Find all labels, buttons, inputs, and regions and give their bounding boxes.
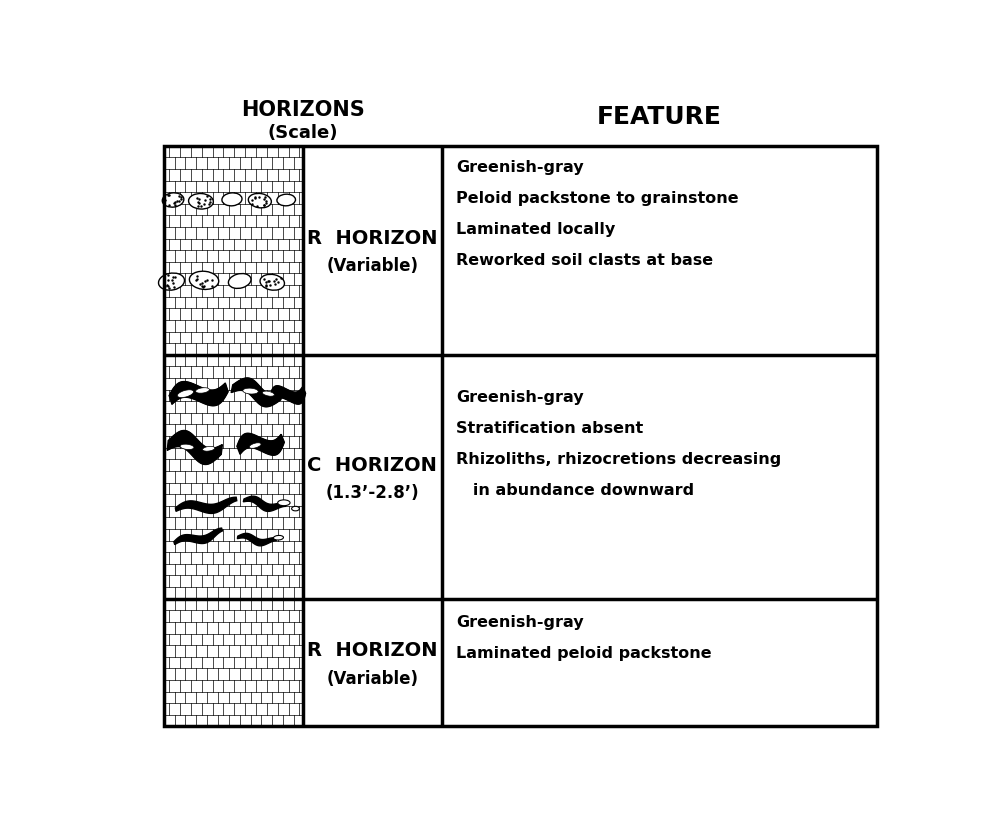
Bar bbox=[164, 598, 303, 727]
Ellipse shape bbox=[277, 194, 295, 206]
Polygon shape bbox=[243, 496, 286, 511]
Ellipse shape bbox=[273, 535, 283, 540]
Text: Greenish-gray: Greenish-gray bbox=[456, 391, 583, 406]
Text: Laminated peloid packstone: Laminated peloid packstone bbox=[456, 646, 711, 661]
Text: FEATURE: FEATURE bbox=[597, 105, 722, 129]
Bar bbox=[164, 354, 303, 598]
Text: (Variable): (Variable) bbox=[326, 670, 418, 688]
Text: (Variable): (Variable) bbox=[326, 257, 418, 276]
Text: (Scale): (Scale) bbox=[268, 124, 338, 142]
Text: Greenish-gray: Greenish-gray bbox=[456, 160, 583, 175]
Bar bbox=[442, 354, 877, 598]
Text: C  HORIZON: C HORIZON bbox=[307, 456, 437, 474]
Ellipse shape bbox=[189, 194, 213, 209]
Ellipse shape bbox=[260, 274, 284, 290]
Polygon shape bbox=[237, 533, 277, 546]
Text: R  HORIZON: R HORIZON bbox=[307, 229, 438, 248]
Ellipse shape bbox=[249, 442, 261, 448]
Ellipse shape bbox=[162, 193, 184, 207]
Ellipse shape bbox=[222, 193, 242, 206]
Polygon shape bbox=[175, 497, 237, 514]
Ellipse shape bbox=[159, 273, 184, 290]
Text: HORIZONS: HORIZONS bbox=[241, 101, 365, 120]
Ellipse shape bbox=[196, 388, 209, 393]
Bar bbox=[303, 354, 442, 598]
Ellipse shape bbox=[243, 388, 258, 394]
Text: Rhizoliths, rhizocretions decreasing: Rhizoliths, rhizocretions decreasing bbox=[456, 453, 781, 468]
Polygon shape bbox=[174, 528, 223, 545]
Text: R  HORIZON: R HORIZON bbox=[307, 641, 438, 660]
Text: Laminated locally: Laminated locally bbox=[456, 222, 615, 237]
Text: (1.3’-2.8’): (1.3’-2.8’) bbox=[325, 484, 419, 502]
Text: Peloid packstone to grainstone: Peloid packstone to grainstone bbox=[456, 191, 738, 206]
Ellipse shape bbox=[177, 390, 194, 397]
Text: Reworked soil clasts at base: Reworked soil clasts at base bbox=[456, 253, 713, 268]
Text: in abundance downward: in abundance downward bbox=[456, 484, 694, 499]
Ellipse shape bbox=[203, 447, 215, 451]
Ellipse shape bbox=[262, 391, 274, 396]
Polygon shape bbox=[237, 433, 284, 455]
Ellipse shape bbox=[228, 273, 251, 288]
Ellipse shape bbox=[189, 272, 219, 289]
Polygon shape bbox=[167, 431, 222, 464]
Ellipse shape bbox=[180, 444, 194, 449]
Bar bbox=[442, 146, 877, 354]
Polygon shape bbox=[169, 381, 228, 406]
Ellipse shape bbox=[292, 506, 299, 511]
Bar bbox=[442, 598, 877, 727]
Bar bbox=[303, 598, 442, 727]
Text: Greenish-gray: Greenish-gray bbox=[456, 615, 583, 630]
Polygon shape bbox=[270, 385, 306, 404]
Bar bbox=[303, 146, 442, 354]
Text: Stratification absent: Stratification absent bbox=[456, 422, 643, 437]
Ellipse shape bbox=[248, 194, 271, 208]
Bar bbox=[164, 146, 303, 354]
Ellipse shape bbox=[278, 500, 290, 505]
Polygon shape bbox=[231, 378, 282, 406]
